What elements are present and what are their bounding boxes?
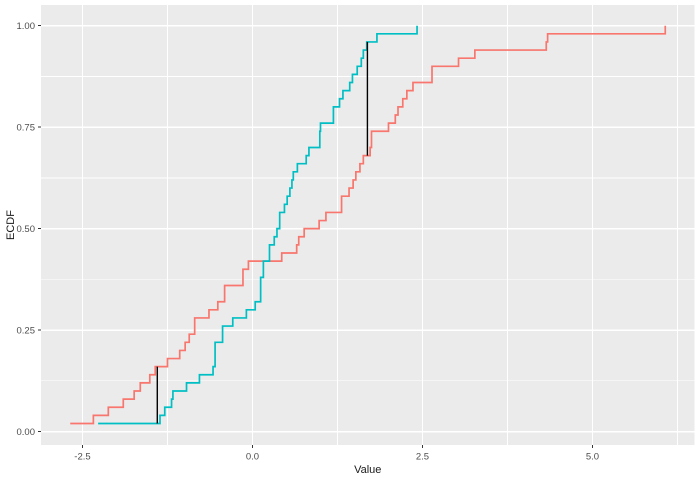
- x-tick-label: 2.5: [416, 452, 429, 463]
- ecdf-step-sample-1-red: [70, 25, 667, 425]
- axis-ticks: [38, 25, 593, 448]
- y-tick-label: 1.00: [17, 21, 36, 32]
- y-tick-label: 0.75: [17, 122, 36, 133]
- x-axis-title: Value: [354, 464, 381, 476]
- x-tick-label: 0.0: [246, 452, 259, 463]
- x-tick-label: -2.5: [74, 452, 90, 463]
- x-tick-label: 5.0: [586, 452, 599, 463]
- y-tick-label: 0.00: [17, 427, 36, 438]
- ecdf-step-sample-2-cyan: [98, 25, 418, 425]
- y-axis-title: ECDF: [5, 210, 17, 240]
- y-tick-label: 0.25: [17, 325, 36, 336]
- y-tick-label: 0.50: [17, 224, 36, 235]
